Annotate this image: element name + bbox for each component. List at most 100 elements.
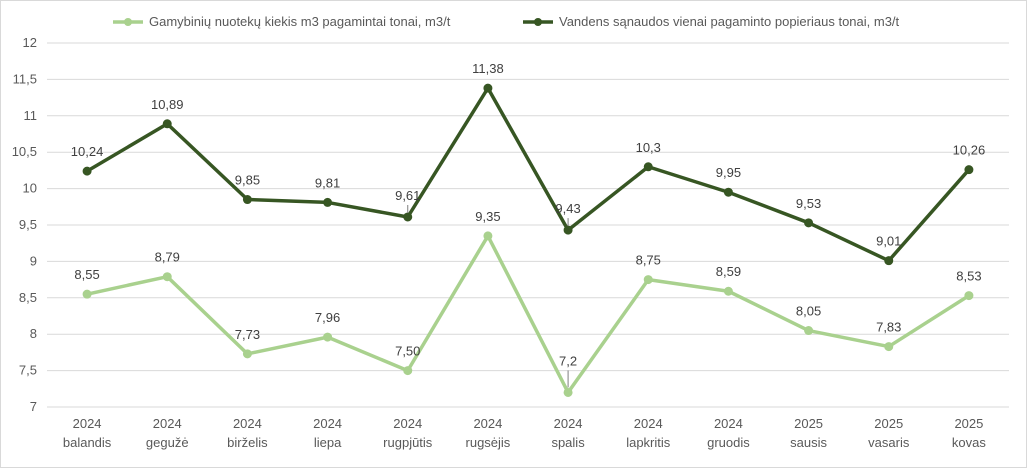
data-point xyxy=(162,272,172,282)
data-label: 7,2 xyxy=(559,353,577,368)
y-tick-label: 12 xyxy=(23,35,37,50)
data-point xyxy=(804,326,814,336)
gridlines xyxy=(47,42,1009,408)
data-point xyxy=(884,256,894,266)
data-label: 8,75 xyxy=(636,253,661,268)
data-point xyxy=(804,218,814,228)
data-label: 9,81 xyxy=(315,175,340,190)
legend-swatch-marker xyxy=(124,18,132,26)
x-tick-label: 2024 xyxy=(393,416,422,431)
data-point xyxy=(563,387,573,397)
y-tick-label: 11,5 xyxy=(13,71,37,86)
data-point xyxy=(483,231,493,241)
data-point xyxy=(964,291,974,301)
data-label: 10,3 xyxy=(636,140,661,155)
series-2: 10,24 10,89 9,85 9,81 9,61 11,38 9,43 10,3 9,95 9… xyxy=(71,61,986,266)
data-point xyxy=(82,166,92,176)
legend-label: Gamybinių nuotekų kiekis m3 pagamintai t… xyxy=(149,14,451,29)
data-point xyxy=(403,366,413,376)
data-point xyxy=(563,225,573,235)
y-tick-label: 9 xyxy=(30,253,37,268)
y-tick-label: 8,5 xyxy=(19,290,37,305)
data-point xyxy=(884,342,894,352)
x-tick-label: birželis xyxy=(227,435,268,450)
legend-item-1: Gamybinių nuotekų kiekis m3 pagamintai t… xyxy=(113,14,451,29)
x-tick-label: lapkritis xyxy=(626,435,671,450)
data-label: 9,43 xyxy=(555,201,580,216)
data-point xyxy=(964,165,974,175)
data-label: 11,38 xyxy=(472,61,504,76)
data-point xyxy=(723,187,733,197)
data-point xyxy=(82,289,92,299)
x-tick-label: 2024 xyxy=(634,416,663,431)
legend: Gamybinių nuotekų kiekis m3 pagamintai t… xyxy=(113,14,900,29)
data-point xyxy=(242,349,252,359)
x-tick-label: rugpjūtis xyxy=(383,435,433,450)
x-tick-label: gruodis xyxy=(707,435,750,450)
data-label: 7,83 xyxy=(876,320,901,335)
legend-swatch-marker xyxy=(534,18,542,26)
data-label: 7,50 xyxy=(395,344,420,359)
x-tick-label: 2025 xyxy=(794,416,823,431)
data-label: 10,89 xyxy=(151,97,184,112)
y-tick-label: 7 xyxy=(30,399,37,414)
y-tick-label: 11 xyxy=(24,108,38,123)
data-label: 8,05 xyxy=(796,304,821,319)
x-tick-label: rugsėjis xyxy=(466,435,511,450)
data-point xyxy=(323,197,333,207)
series-line xyxy=(85,234,971,395)
y-tick-label: 10 xyxy=(23,181,37,196)
y-tick-label: 10,5 xyxy=(12,144,37,159)
data-label: 10,26 xyxy=(953,143,986,158)
data-point xyxy=(162,119,172,129)
data-label: 9,35 xyxy=(475,209,500,224)
data-label: 10,24 xyxy=(71,144,104,159)
x-tick-label: 2024 xyxy=(233,416,262,431)
data-label: 9,85 xyxy=(235,173,260,188)
x-tick-label: 2024 xyxy=(313,416,342,431)
data-label: 8,79 xyxy=(155,250,180,265)
data-point xyxy=(643,162,653,172)
x-tick-label: vasaris xyxy=(868,435,910,450)
x-tick-label: 2024 xyxy=(554,416,583,431)
data-point xyxy=(643,275,653,285)
legend-item-2: Vandens sąnaudos vienai pagaminto popier… xyxy=(523,14,900,29)
x-tick-label: 2025 xyxy=(874,416,903,431)
x-tick-label: liepa xyxy=(314,435,342,450)
x-tick-label: 2024 xyxy=(73,416,102,431)
x-tick-label: 2024 xyxy=(473,416,502,431)
series-1: 8,55 8,79 7,73 7,96 7,50 9,35 7,2 8,75 8,59 8,05 7… xyxy=(74,209,982,397)
x-tick-label: gegužė xyxy=(146,435,189,450)
data-label: 7,73 xyxy=(235,327,260,342)
x-axis: 2024 balandis 2024 gegužė 2024 birželis 2024 li… xyxy=(63,416,987,450)
data-label: 8,53 xyxy=(956,269,981,284)
y-axis: 7 7,5 8 8,5 9 9,5 10 10,5 11 11,5 12 xyxy=(12,35,37,414)
series-group: 8,55 8,79 7,73 7,96 7,50 9,35 7,2 8,75 8,59 8,05 7… xyxy=(71,61,986,397)
y-tick-label: 8 xyxy=(30,326,37,341)
data-point xyxy=(723,286,733,296)
y-tick-label: 7,5 xyxy=(19,363,37,378)
x-tick-label: balandis xyxy=(63,435,112,450)
data-point xyxy=(323,332,333,342)
data-label: 8,59 xyxy=(716,264,741,279)
data-point xyxy=(242,195,252,205)
x-tick-label: sausis xyxy=(790,435,827,450)
series-line xyxy=(85,86,971,263)
data-label: 7,96 xyxy=(315,310,340,325)
data-point xyxy=(403,212,413,222)
data-label: 8,55 xyxy=(74,267,99,282)
x-tick-label: spalis xyxy=(551,435,585,450)
data-label: 9,61 xyxy=(395,188,420,203)
x-tick-label: 2025 xyxy=(954,416,983,431)
data-label: 9,53 xyxy=(796,196,821,211)
x-tick-label: kovas xyxy=(952,435,986,450)
x-tick-label: 2024 xyxy=(153,416,182,431)
data-label: 9,95 xyxy=(716,165,741,180)
data-point xyxy=(483,83,493,93)
legend-label: Vandens sąnaudos vienai pagaminto popier… xyxy=(559,14,900,29)
y-tick-label: 9,5 xyxy=(19,217,37,232)
data-label: 9,01 xyxy=(876,234,901,249)
x-tick-label: 2024 xyxy=(714,416,743,431)
